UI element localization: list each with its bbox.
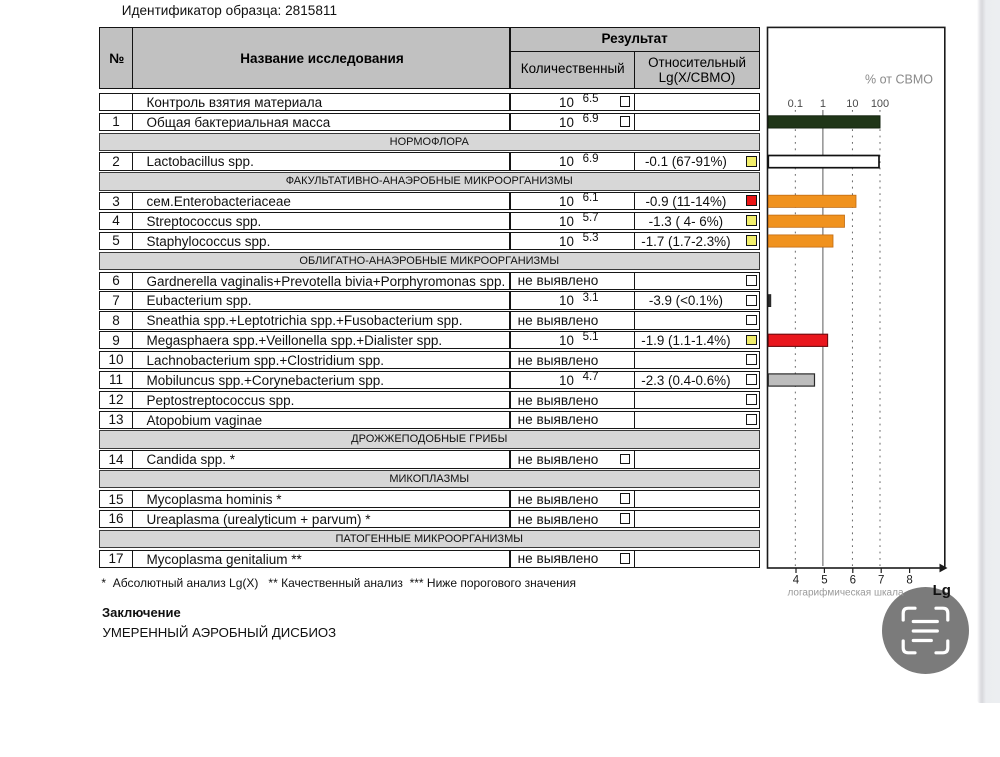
svg-text:6: 6 xyxy=(850,575,856,587)
svg-text:100: 100 xyxy=(871,98,889,110)
svg-text:% от СВМО: % от СВМО xyxy=(865,73,933,87)
svg-text:4: 4 xyxy=(793,575,800,587)
svg-text:8: 8 xyxy=(906,575,912,587)
svg-text:10: 10 xyxy=(846,98,858,110)
svg-text:5: 5 xyxy=(821,575,827,587)
svg-text:7: 7 xyxy=(878,575,884,587)
svg-text:0.1: 0.1 xyxy=(788,98,803,110)
svg-text:Lg: Lg xyxy=(933,582,951,599)
svg-text:1: 1 xyxy=(820,98,826,110)
svg-text:логарифмическая шкала: логарифмическая шкала xyxy=(787,587,903,599)
